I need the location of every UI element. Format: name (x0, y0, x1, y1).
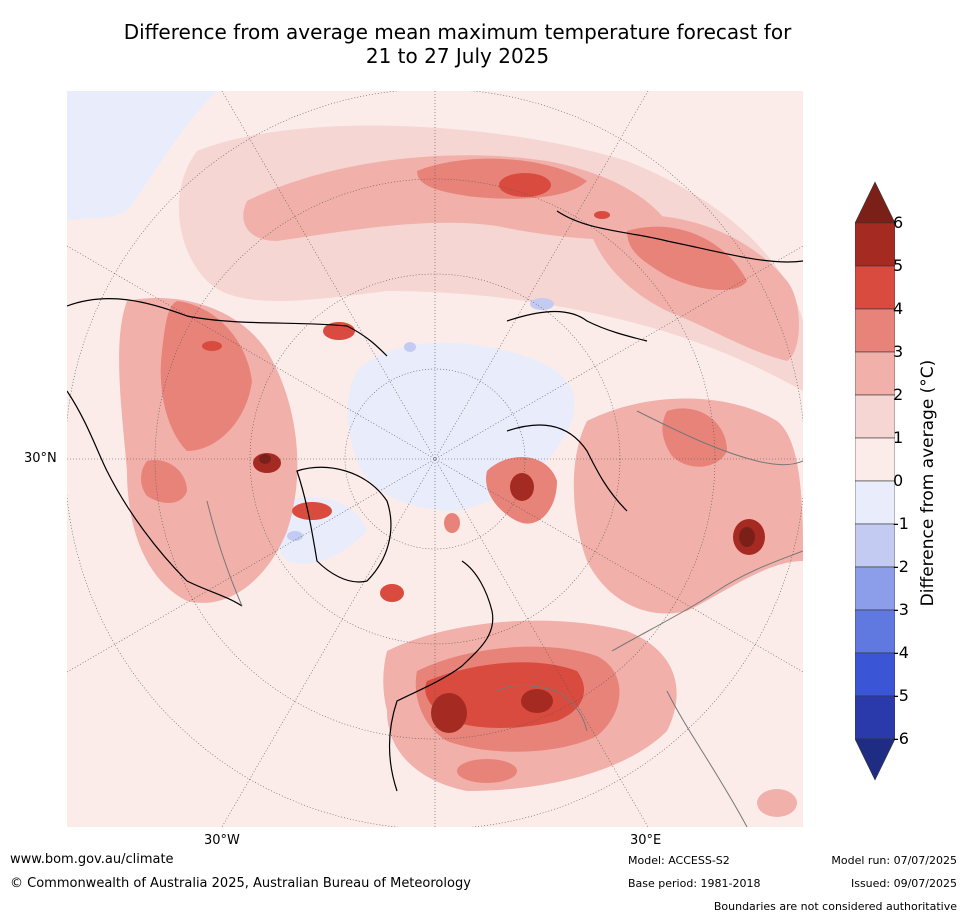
colorbar-cell (855, 524, 895, 567)
colorbar (855, 180, 895, 785)
colorbar-tick-label: 0 (893, 471, 903, 490)
issued-text: Issued: 09/07/2025 (851, 877, 957, 890)
base-period-text: Base period: 1981-2018 (628, 877, 760, 890)
central-europe-max (521, 689, 553, 713)
colorbar-extend-min (855, 739, 895, 780)
colorbar-tick-label: 1 (893, 428, 903, 447)
disclaimer-text: Boundaries are not considered authoritat… (714, 900, 957, 913)
colorbar-tick-label: -4 (893, 643, 909, 662)
east-asia-max (594, 211, 610, 219)
greenland-warm (292, 502, 332, 520)
colorbar-cell (855, 481, 895, 524)
colorbar-cell (855, 653, 895, 696)
lat-30n-label: 30°N (24, 451, 57, 466)
iceland-warm (380, 584, 404, 602)
lon-30e-label: 30°E (630, 833, 661, 848)
middle-east-warm (757, 789, 797, 817)
spitsbergen-warm (444, 513, 460, 533)
colorbar-tick-label: 3 (893, 342, 903, 361)
colorbar-cell (855, 696, 895, 739)
copyright-text: © Commonwealth of Australia 2025, Austra… (10, 876, 471, 891)
mediterranean-warm (457, 759, 517, 783)
forecast-map (67, 91, 803, 827)
website-link[interactable]: www.bom.gov.au/climate (10, 852, 174, 867)
colorbar-label: Difference from average (°C) (918, 360, 938, 607)
north-pacific-max (499, 173, 551, 197)
model-run-text: Model run: 07/07/2025 (831, 854, 957, 867)
colorbar-cell (855, 438, 895, 481)
colorbar-tick-label: -3 (893, 600, 909, 619)
colorbar-tick-label: -2 (893, 557, 909, 576)
north-america-max (202, 341, 222, 351)
cool-spot-2 (404, 342, 416, 352)
title-line-2: 21 to 27 July 2025 (60, 44, 855, 68)
lon-30w-label: 30°W (204, 833, 240, 848)
colorbar-cell (855, 567, 895, 610)
north-russia-max (510, 473, 534, 501)
colorbar-tick-label: 6 (893, 213, 903, 232)
colorbar-cell (855, 223, 895, 266)
colorbar-tick-label: 2 (893, 385, 903, 404)
cool-spot-3 (287, 531, 303, 541)
colorbar-tick-label: -5 (893, 686, 909, 705)
colorbar-cell (855, 610, 895, 653)
colorbar-cell (855, 266, 895, 309)
colorbar-cell (855, 309, 895, 352)
colorbar-tick-label: 5 (893, 256, 903, 275)
colorbar-tick-label: -6 (893, 729, 909, 748)
colorbar-extend-max (855, 182, 895, 223)
central-asia-hot (739, 527, 755, 547)
colorbar-cell (855, 352, 895, 395)
france-max (431, 693, 467, 733)
cool-spot-1 (530, 298, 554, 310)
colorbar-tick-label: -1 (893, 514, 909, 533)
colorbar-tick-label: 4 (893, 299, 903, 318)
colorbar-cell (855, 395, 895, 438)
model-text: Model: ACCESS-S2 (628, 854, 730, 867)
title-line-1: Difference from average mean maximum tem… (60, 20, 855, 44)
chart-title: Difference from average mean maximum tem… (60, 20, 855, 68)
